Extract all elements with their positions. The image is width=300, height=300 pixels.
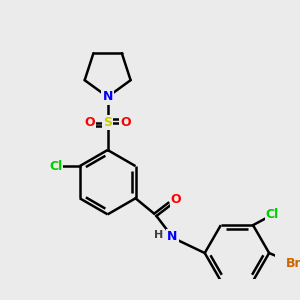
Text: O: O [120, 116, 131, 129]
Text: O: O [171, 194, 182, 206]
Text: O: O [85, 116, 95, 129]
Text: N: N [102, 90, 113, 104]
Text: Cl: Cl [49, 160, 62, 172]
Text: H: H [154, 230, 164, 240]
Text: N: N [167, 230, 178, 243]
Text: Cl: Cl [266, 208, 279, 221]
Text: Br: Br [286, 257, 300, 270]
Text: N: N [102, 90, 113, 104]
Text: S: S [103, 116, 112, 129]
